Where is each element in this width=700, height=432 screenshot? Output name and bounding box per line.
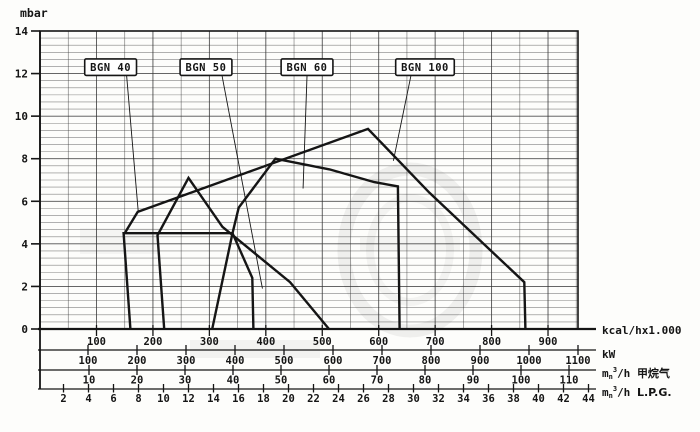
x-tick-label: 300 — [177, 355, 196, 367]
x-tick-label: 300 — [200, 336, 219, 348]
curve-label-box-bgn-40 — [83, 58, 138, 77]
x-tick-label: 100 — [512, 375, 531, 387]
x-tick-label: 26 — [357, 393, 370, 405]
x-tick-label: 10 — [157, 393, 170, 405]
x-tick-label: 42 — [557, 393, 570, 405]
curve-label-box-bgn-50 — [179, 58, 233, 77]
x-tick-label: 500 — [275, 355, 294, 367]
x-tick-label: 1100 — [565, 355, 590, 367]
curve-label-text: BGN 50 — [186, 62, 227, 74]
x-tick-label: 22 — [307, 393, 320, 405]
pointer-line-bgn-50 — [221, 75, 263, 289]
x-tick-label: 400 — [256, 336, 275, 348]
y-tick-label: 12 — [15, 68, 28, 81]
x-axis-kcal: 100 200 300 400 500 600 700 800 900 — [87, 325, 558, 348]
x-tick-label: 800 — [482, 336, 501, 348]
x-tick-label: 10 — [83, 375, 96, 387]
x-tick-label: 900 — [471, 355, 490, 367]
x-tick-label: 28 — [382, 393, 395, 405]
x-tick-label: 600 — [369, 336, 388, 348]
unit-label-methane: mn3/h 甲烷气 — [602, 366, 670, 381]
x-tick-label: 200 — [128, 355, 147, 367]
curve-label-text: BGN 100 — [401, 62, 449, 74]
axis-frame — [38, 30, 596, 390]
watermark-blob — [190, 340, 320, 358]
pointer-line-bgn-100 — [392, 75, 412, 161]
x-tick-label: 100 — [87, 336, 106, 348]
x-tick-label: 18 — [257, 393, 270, 405]
y-tick-label: 8 — [21, 153, 28, 166]
x-tick-label: 400 — [226, 355, 245, 367]
x-tick-label: 38 — [507, 393, 520, 405]
x-tick-label: 110 — [560, 375, 579, 387]
x-tick-label: 30 — [407, 393, 420, 405]
x-tick-label: 8 — [135, 393, 141, 405]
pointer-line-bgn-40 — [126, 75, 139, 212]
x-tick-label: 40 — [532, 393, 545, 405]
y-tick-label: 4 — [21, 238, 28, 251]
y-tick-label: 14 — [15, 25, 29, 38]
curve-label-text: BGN 60 — [287, 62, 328, 74]
x-tick-label: 24 — [332, 393, 345, 405]
x-tick-label: 12 — [182, 393, 195, 405]
curve-bgn-50 — [156, 175, 330, 330]
x-tick-label: 900 — [539, 336, 558, 348]
x-tick-label: 30 — [179, 375, 192, 387]
watermark-blob — [80, 228, 160, 254]
watermark-inner-ring — [366, 194, 454, 306]
y-tick-label: 0 — [21, 323, 28, 336]
unit-label-lpg: mn3/h L.P.G. — [602, 385, 672, 400]
x-tick-label: 500 — [313, 336, 332, 348]
x-tick-label: 14 — [207, 393, 220, 405]
curve-bgn-100 — [123, 127, 527, 330]
watermark-blob — [360, 238, 460, 251]
x-tick-label: 50 — [275, 375, 288, 387]
curve-label-text: BGN 40 — [90, 62, 131, 74]
x-tick-label: 20 — [131, 375, 144, 387]
x-axis-methane: 10 20 30 40 50 60 70 80 90 100 110 — [83, 365, 579, 387]
x-tick-label: 100 — [79, 355, 98, 367]
y-tick-label: 2 — [21, 280, 28, 293]
plot-grid — [40, 31, 578, 329]
watermark — [80, 162, 483, 358]
x-tick-label: 40 — [227, 375, 240, 387]
y-tick-label: 10 — [15, 110, 28, 123]
pointer-line-bgn-60 — [302, 75, 308, 189]
unit-label-kcal: kcal/hx1.000 — [602, 324, 681, 337]
x-tick-label: 34 — [457, 393, 470, 405]
x-tick-label: 700 — [373, 355, 392, 367]
y-axis: 0 2 4 6 8 10 12 14 mbar — [15, 6, 48, 336]
curve-label-box-bgn-60 — [280, 58, 334, 77]
unit-label-kw: kW — [602, 348, 616, 361]
x-tick-label: 800 — [422, 355, 441, 367]
x-tick-label: 16 — [232, 393, 245, 405]
y-tick-label: 6 — [21, 195, 28, 208]
x-tick-label: 200 — [143, 336, 162, 348]
x-axis-kw: 100 200 300 400 500 600 700 800 900 1000 1100 — [79, 345, 591, 367]
y-axis-unit-label: mbar — [20, 6, 48, 20]
curve-bgn-60 — [211, 157, 401, 330]
x-tick-label: 700 — [426, 336, 445, 348]
x-tick-label: 90 — [467, 375, 480, 387]
curve-labels: BGN 40 BGN 50 BGN 60 BGN 100 — [83, 58, 456, 289]
x-tick-label: 36 — [482, 393, 495, 405]
x-tick-label: 60 — [323, 375, 336, 387]
x-tick-label: 32 — [432, 393, 445, 405]
x-tick-label: 70 — [371, 375, 384, 387]
x-tick-label: 20 — [282, 393, 295, 405]
x-tick-label: 1000 — [516, 355, 541, 367]
watermark-ring — [337, 162, 483, 338]
curve-label-box-bgn-100 — [394, 58, 456, 77]
axis-unit-labels: kcal/hx1.000 kW mn3/h 甲烷气 mn3/h L.P.G. — [602, 324, 681, 400]
x-axis-lpg: 2 4 6 8 10 12 14 16 18 20 22 24 26 28 30 32 34 36 38 40 42 44 — [60, 384, 595, 405]
x-tick-label: 44 — [582, 393, 595, 405]
x-tick-label: 2 — [60, 393, 66, 405]
x-tick-label: 80 — [419, 375, 432, 387]
curves — [122, 127, 527, 330]
x-tick-label: 6 — [110, 393, 116, 405]
x-tick-label: 4 — [85, 393, 91, 405]
x-tick-label: 600 — [324, 355, 343, 367]
